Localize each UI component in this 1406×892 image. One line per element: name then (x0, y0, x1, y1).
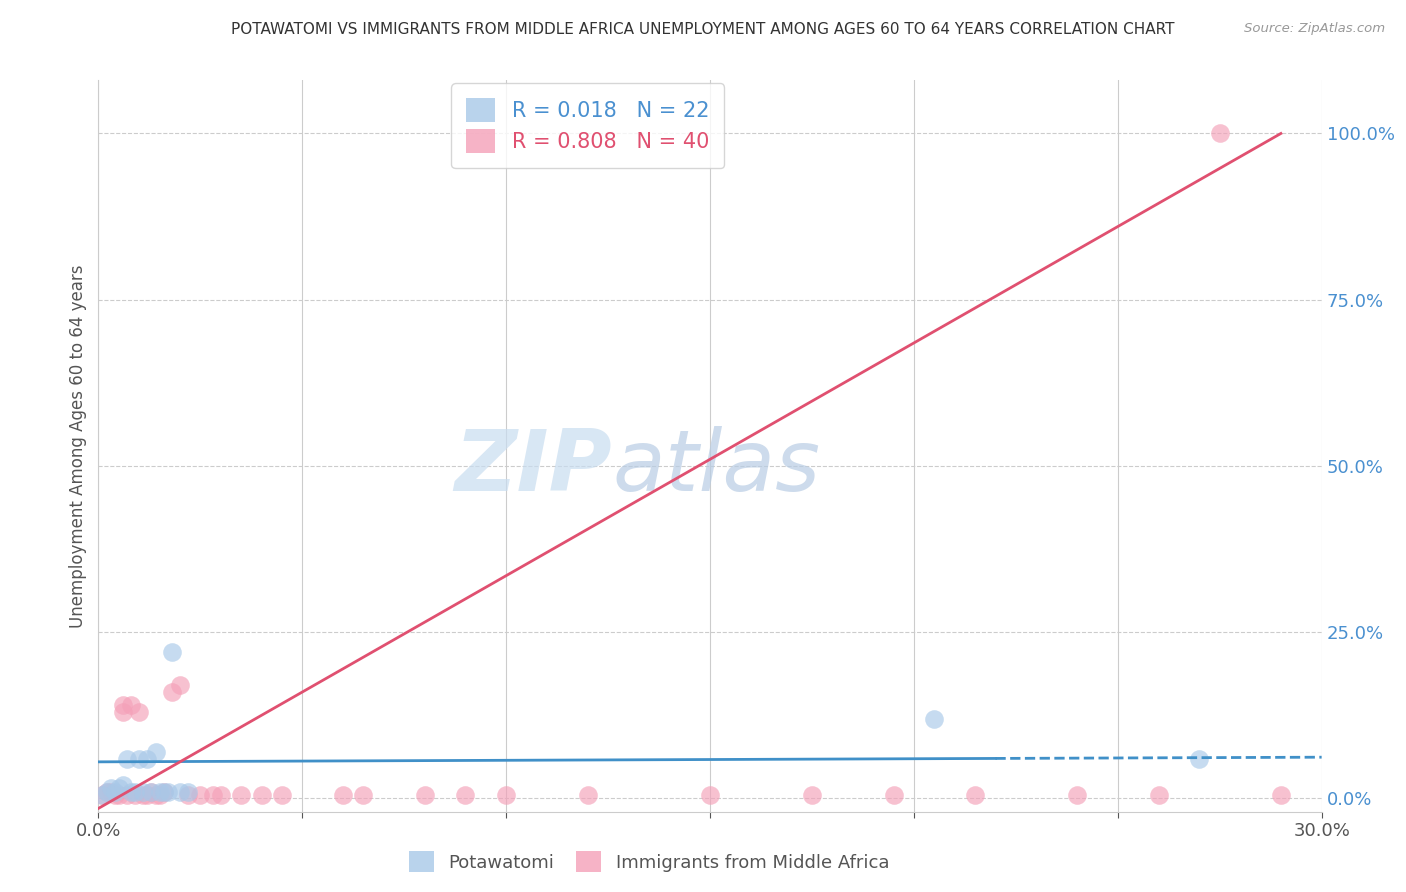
Point (160, 645, 183, 659)
Point (100, 785, 122, 799)
Point (111, 698, 134, 713)
Point (128, 751, 150, 765)
Point (152, 785, 174, 799)
Point (141, 785, 163, 799)
Point (883, 788, 905, 802)
Point (169, 785, 191, 799)
Point (965, 788, 987, 802)
Point (152, 785, 174, 799)
Point (141, 785, 163, 799)
Point (124, 785, 146, 799)
Point (108, 788, 131, 802)
Point (104, 788, 127, 802)
Text: POTAWATOMI VS IMMIGRANTS FROM MIDDLE AFRICA UNEMPLOYMENT AMONG AGES 60 TO 64 YEA: POTAWATOMI VS IMMIGRANTS FROM MIDDLE AFR… (231, 22, 1175, 37)
Point (699, 788, 721, 802)
Point (413, 788, 436, 802)
Point (104, 785, 127, 799)
Point (132, 788, 155, 802)
Point (454, 788, 477, 802)
Point (149, 785, 172, 799)
Point (124, 788, 146, 802)
Point (120, 698, 142, 713)
Point (136, 788, 159, 802)
Point (1270, 788, 1292, 802)
Text: ZIP: ZIP (454, 426, 612, 509)
Point (132, 785, 155, 799)
Y-axis label: Unemployment Among Ages 60 to 64 years: Unemployment Among Ages 60 to 64 years (69, 264, 87, 628)
Point (96, 785, 118, 799)
Point (801, 788, 824, 802)
Point (188, 788, 212, 802)
Point (270, 788, 294, 802)
Point (231, 788, 253, 802)
Text: Source: ZipAtlas.com: Source: ZipAtlas.com (1244, 22, 1385, 36)
Point (922, 712, 945, 726)
Point (250, 788, 273, 802)
Point (115, 751, 138, 765)
Point (1066, 788, 1088, 802)
Point (115, 788, 138, 802)
Point (209, 788, 232, 802)
Point (177, 785, 200, 799)
Point (96, 785, 118, 799)
Point (352, 788, 374, 802)
Point (1147, 788, 1170, 802)
Point (332, 788, 354, 802)
Legend: Potawatomi, Immigrants from Middle Africa: Potawatomi, Immigrants from Middle Afric… (401, 844, 897, 880)
Point (160, 685, 183, 699)
Point (177, 788, 200, 802)
Point (111, 778, 134, 792)
Point (201, 788, 224, 802)
Point (91, 788, 114, 802)
Point (136, 751, 159, 765)
Point (495, 788, 517, 802)
Point (169, 678, 191, 692)
Point (576, 788, 599, 802)
Point (91, 788, 114, 802)
Point (149, 788, 172, 802)
Text: atlas: atlas (612, 426, 820, 509)
Point (108, 781, 131, 796)
Point (100, 781, 122, 796)
Point (156, 785, 179, 799)
Point (1209, 127, 1232, 141)
Point (145, 745, 167, 759)
Point (120, 785, 142, 799)
Point (111, 705, 134, 719)
Point (1188, 751, 1211, 765)
Point (128, 705, 150, 719)
Point (145, 788, 167, 802)
